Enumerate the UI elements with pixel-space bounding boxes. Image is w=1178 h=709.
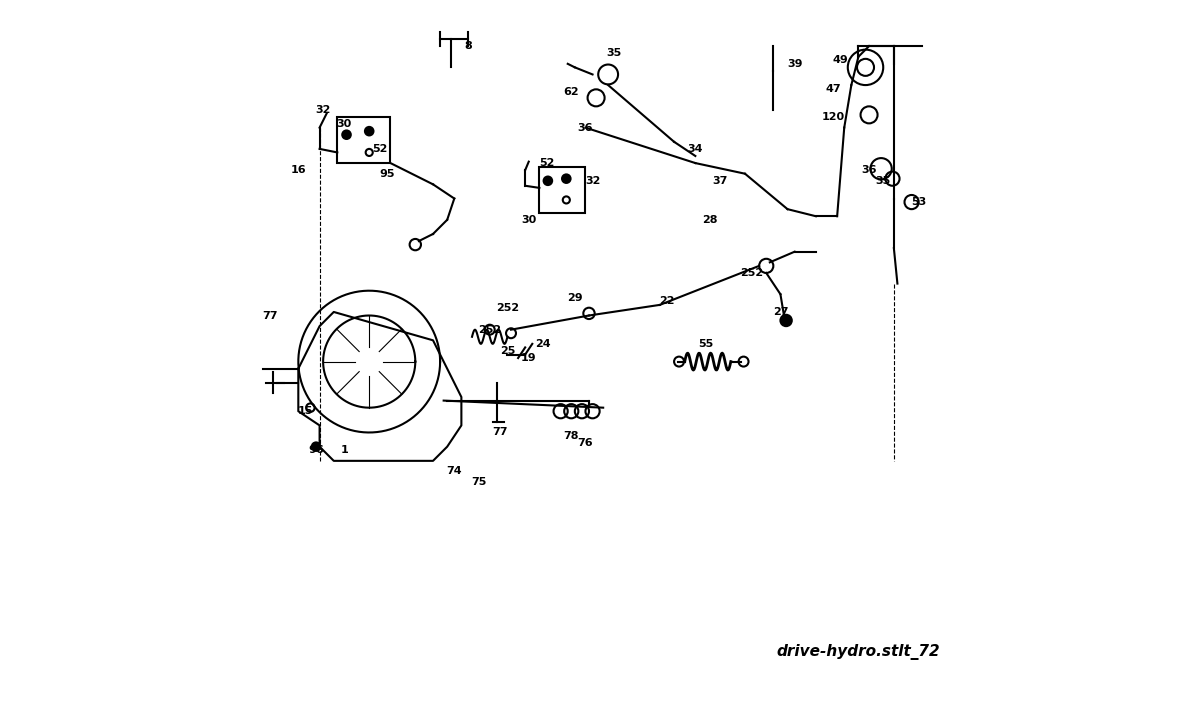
Text: 34: 34 [688, 144, 703, 154]
Text: 32: 32 [584, 176, 601, 186]
Text: 35: 35 [875, 176, 891, 186]
Text: 16: 16 [291, 165, 306, 175]
Text: 39: 39 [787, 59, 802, 69]
Circle shape [312, 442, 320, 451]
Text: 62: 62 [563, 87, 580, 97]
Text: 22: 22 [660, 296, 675, 306]
Text: 30: 30 [337, 119, 352, 129]
Text: 252: 252 [478, 325, 502, 335]
Circle shape [410, 239, 421, 250]
Text: 28: 28 [702, 215, 717, 225]
Text: 30: 30 [521, 215, 536, 225]
Text: 25: 25 [499, 346, 515, 356]
Text: 52: 52 [538, 158, 554, 168]
Text: 35: 35 [607, 48, 622, 58]
Text: 49: 49 [833, 55, 848, 65]
Bar [540, 167, 585, 213]
Text: drive-hydro.stlt_72: drive-hydro.stlt_72 [776, 644, 940, 660]
Text: 76: 76 [577, 438, 594, 448]
Text: 29: 29 [567, 293, 583, 303]
Text: 36: 36 [577, 123, 594, 133]
Text: 75: 75 [471, 477, 487, 487]
Text: 252: 252 [496, 303, 519, 313]
Text: 27: 27 [773, 307, 788, 317]
Text: 77: 77 [263, 311, 278, 320]
Text: 77: 77 [492, 428, 508, 437]
Text: 47: 47 [826, 84, 841, 94]
Text: 252: 252 [741, 268, 763, 278]
Text: 1: 1 [340, 445, 349, 455]
Text: 37: 37 [713, 176, 728, 186]
Text: 36: 36 [861, 165, 876, 175]
Text: 52: 52 [372, 144, 388, 154]
Circle shape [905, 195, 919, 209]
Circle shape [858, 59, 874, 76]
Text: 55: 55 [699, 339, 714, 349]
Text: 96: 96 [309, 445, 324, 455]
Bar [337, 117, 390, 163]
Circle shape [343, 130, 351, 139]
Text: 15: 15 [298, 406, 313, 416]
Circle shape [562, 174, 570, 183]
Text: 53: 53 [911, 197, 926, 207]
Text: 32: 32 [316, 105, 331, 115]
Text: 74: 74 [446, 467, 462, 476]
Text: 8: 8 [464, 41, 472, 51]
Circle shape [781, 315, 792, 326]
Text: 78: 78 [563, 431, 580, 441]
Circle shape [543, 177, 552, 185]
Text: 24: 24 [535, 339, 551, 349]
Text: 19: 19 [521, 353, 536, 363]
Circle shape [365, 127, 373, 135]
Text: 95: 95 [379, 169, 395, 179]
Text: 120: 120 [822, 112, 845, 122]
